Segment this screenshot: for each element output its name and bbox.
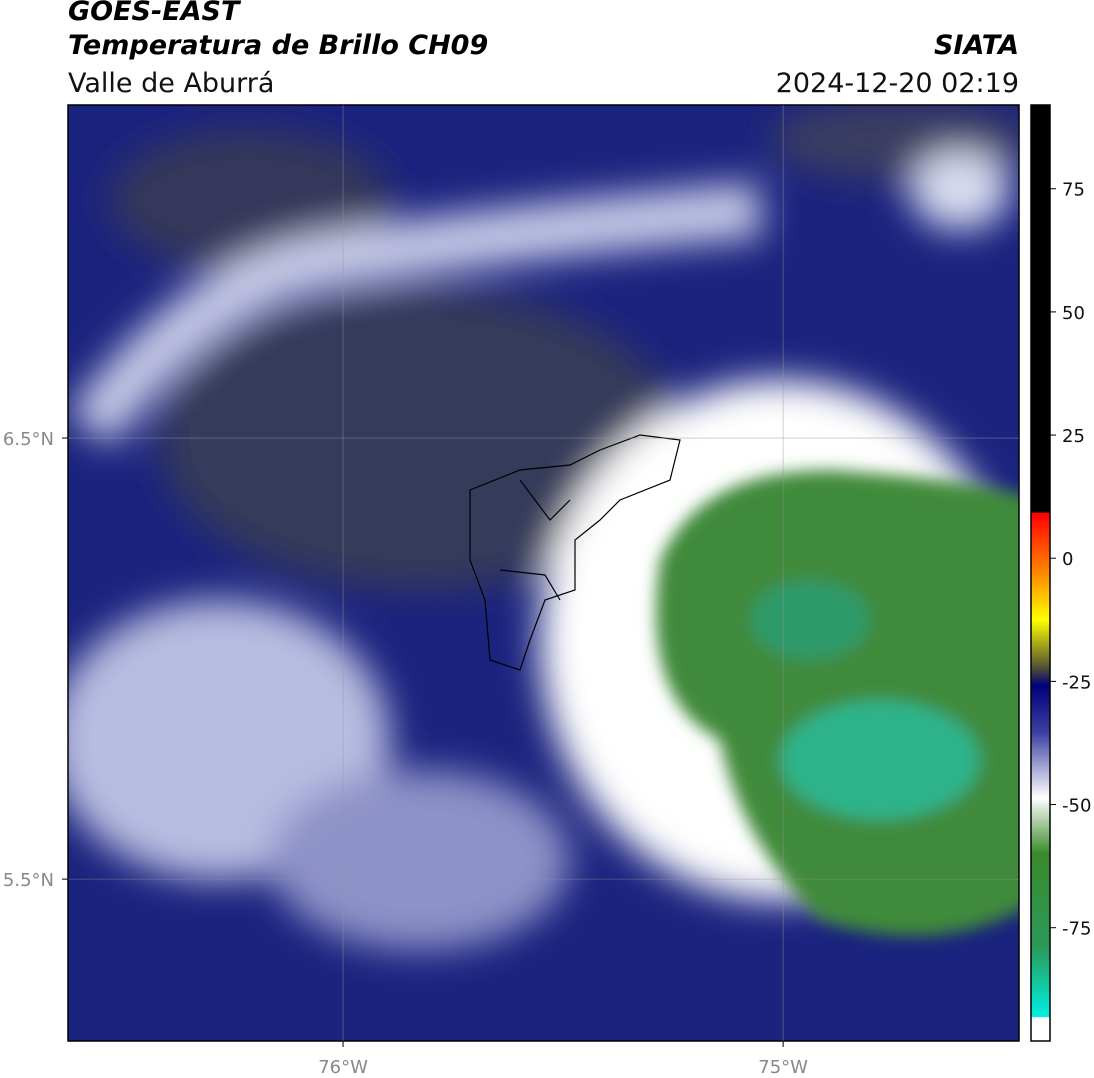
title: GOES-EAST	[68, 0, 242, 27]
colorbar-tick-label: -25	[1062, 672, 1091, 693]
x-tick-label: 75°W	[758, 1057, 808, 1078]
region: Valle de Aburrá	[68, 68, 274, 99]
colorbar-tick-label: 75	[1062, 180, 1085, 201]
colorbar-tick-label: 50	[1062, 303, 1085, 324]
x-tick-label: 76°W	[318, 1057, 368, 1078]
colorbar-tick-label: 0	[1062, 549, 1073, 570]
satellite-image	[68, 105, 1019, 1041]
colorbar-tick-label: -50	[1062, 796, 1091, 817]
y-tick-label: 6.5°N	[3, 429, 54, 450]
datetime: 2024-12-20 02:19	[776, 68, 1019, 99]
colorbar	[1030, 104, 1051, 1042]
map-frame	[67, 104, 1020, 1042]
subtitle: Temperatura de Brillo CH09	[68, 30, 488, 61]
source: SIATA	[934, 30, 1019, 61]
colorbar-tick-label: 25	[1062, 426, 1085, 447]
region-boundary	[469, 434, 681, 671]
colorbar-tick-label: -75	[1062, 919, 1091, 940]
y-tick-label: 5.5°N	[3, 870, 54, 891]
